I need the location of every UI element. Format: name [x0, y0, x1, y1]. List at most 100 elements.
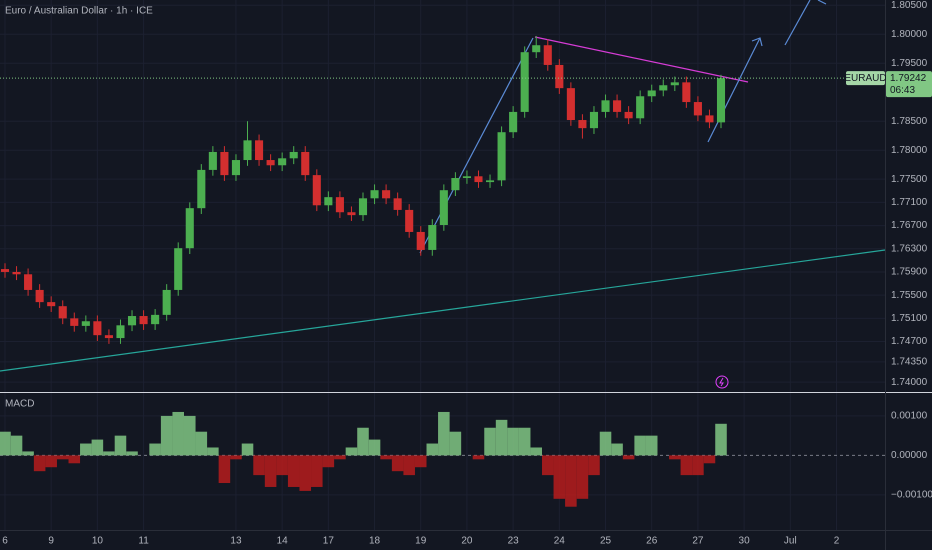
macd-bar: [160, 415, 173, 456]
candle-body: [382, 190, 391, 199]
icon-circle: [715, 375, 729, 389]
candle-body: [208, 151, 217, 170]
y-tick-label: 1.78000: [891, 145, 928, 156]
candle-body: [243, 140, 252, 161]
macd-bar: [241, 443, 254, 456]
candle-body: [127, 316, 137, 326]
candle-body: [451, 178, 460, 191]
macd-bar: [91, 439, 104, 456]
candle-body: [197, 169, 206, 209]
candle-body: [532, 45, 541, 53]
chart-title: Euro / Australian Dollar · 1h · ICE: [5, 6, 153, 17]
macd-bar: [645, 435, 658, 456]
candle-body: [81, 321, 90, 326]
candle-body: [335, 197, 344, 213]
candle-body: [578, 120, 587, 129]
candle-body: [266, 160, 275, 166]
macd-bar: [692, 455, 704, 476]
lightning-icon[interactable]: [715, 375, 729, 389]
x-tick-label: 20: [461, 536, 473, 547]
macd-bar: [218, 455, 231, 484]
candle-body: [589, 111, 599, 129]
macd-bar: [345, 447, 358, 456]
macd-bar: [10, 435, 23, 456]
icon-bolt: [719, 377, 724, 387]
candle-body: [693, 102, 702, 116]
y-tick-label: 1.75100: [891, 313, 928, 324]
macd-bar: [230, 455, 242, 460]
macd-bar: [611, 443, 623, 456]
x-tick-label: 13: [230, 536, 242, 547]
x-tick-label: 24: [554, 536, 566, 547]
macd-bar: [103, 451, 115, 456]
x-tick-label: 14: [277, 536, 289, 547]
candle-body: [393, 198, 402, 210]
macd-bar: [507, 427, 519, 456]
macd-bar: [703, 455, 716, 464]
macd-bar: [114, 435, 127, 456]
macd-bar: [264, 455, 277, 487]
candle-body: [58, 306, 67, 319]
macd-bar: [276, 455, 288, 476]
y-tick-label: 0.00100: [891, 411, 928, 422]
candle-body: [624, 111, 633, 119]
macd-bar: [172, 411, 184, 456]
macd-bar: [391, 455, 404, 472]
arrow-head: [751, 37, 763, 47]
candle-body: [347, 212, 356, 216]
x-tick-label: 17: [323, 536, 335, 547]
candle-body: [358, 198, 368, 216]
macd-bar: [322, 455, 335, 468]
x-tick-label: 6: [2, 536, 8, 547]
macd-bar: [183, 415, 196, 456]
y-tick-label: 1.78500: [891, 116, 928, 127]
candle-body: [670, 82, 679, 86]
y-tick-label: 1.75900: [891, 267, 928, 278]
candle-body: [485, 180, 495, 183]
macd-bar: [126, 451, 138, 456]
macd-bar: [368, 439, 381, 456]
candle-body: [0, 269, 10, 272]
candle-body: [647, 90, 656, 97]
x-tick-label: Jul: [784, 536, 797, 547]
impulse-line: [419, 37, 534, 254]
macd-bar: [22, 451, 34, 456]
x-tick-label: 2: [834, 536, 840, 547]
macd-bar: [426, 443, 439, 456]
candle-body: [543, 45, 552, 65]
x-tick-label: 30: [739, 536, 751, 547]
candle-body: [636, 96, 645, 119]
resistance-line: [534, 36, 749, 83]
macd-bar: [45, 455, 57, 468]
x-tick-label: 26: [646, 536, 658, 547]
candle-body: [93, 321, 102, 336]
macd-bar: [680, 455, 693, 476]
macd-bar: [553, 455, 566, 499]
macd-bar: [380, 455, 392, 460]
candle-body: [278, 158, 287, 166]
macd-bar: [484, 427, 496, 456]
macd-bar: [68, 455, 81, 464]
candle-body: [428, 224, 437, 250]
macd-bar: [195, 431, 208, 456]
candle-body: [139, 316, 148, 325]
macd-bar: [715, 423, 727, 456]
countdown: 06:43: [890, 85, 915, 96]
candle-body: [497, 132, 506, 181]
y-tick-label: 1.77500: [891, 174, 928, 185]
symbol-tag-bg: [846, 71, 885, 86]
candle-body: [24, 274, 33, 290]
candle-body: [185, 208, 194, 249]
candle-body: [220, 151, 229, 176]
candle-body: [151, 314, 160, 325]
candle-body: [70, 318, 79, 326]
y-tick-label: 1.75500: [891, 290, 928, 301]
macd-bar: [576, 455, 589, 499]
y-tick-label: 1.74350: [891, 356, 928, 367]
x-tick-label: 25: [600, 536, 612, 547]
candle-body: [520, 52, 529, 112]
macd-bar: [56, 455, 69, 460]
macd-bar: [622, 455, 635, 460]
candle-body: [462, 176, 471, 179]
